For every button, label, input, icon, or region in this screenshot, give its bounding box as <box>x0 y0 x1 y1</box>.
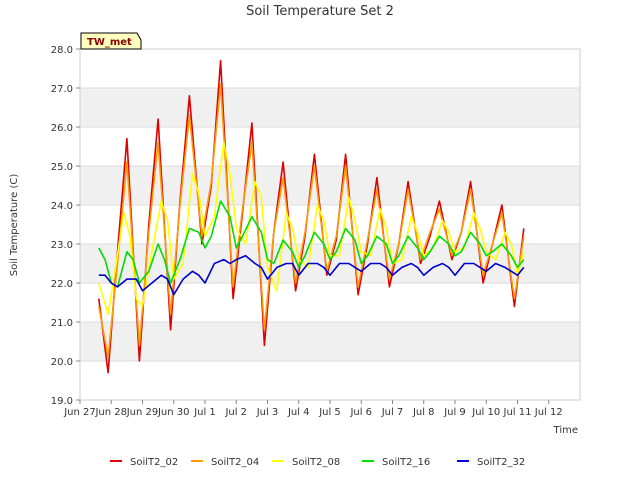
x-tick-label: Jul 2 <box>224 407 247 418</box>
x-tick-label: Jul 12 <box>534 407 563 418</box>
x-tick-label: Jul 1 <box>193 407 216 418</box>
y-axis-label: Soil Temperature (C) <box>9 174 20 277</box>
x-tick-label: Jul 11 <box>503 407 532 418</box>
y-tick-label: 19.0 <box>51 396 73 407</box>
y-tick-label: 27.0 <box>51 84 73 95</box>
plot-band <box>80 322 580 361</box>
x-tick-label: Jul 10 <box>471 407 500 418</box>
y-tick-label: 22.0 <box>51 279 73 290</box>
x-tick-label: Jun 27 <box>63 407 96 418</box>
y-tick-label: 21.0 <box>51 318 73 329</box>
y-tick-label: 23.0 <box>51 240 73 251</box>
plot-band <box>80 88 580 127</box>
y-tick-label: 26.0 <box>51 123 73 134</box>
legend: SoilT2_02 SoilT2_04 SoilT2_08 SoilT2_16 Soil… <box>110 457 525 468</box>
y-axis-ticks: 19.0 20.0 21.0 22.0 23.0 24.0 25.0 26.0 27.0 28.0 <box>51 45 80 407</box>
x-tick-label: Jul 3 <box>256 407 279 418</box>
x-tick-label: Jul 9 <box>443 407 466 418</box>
legend-label: SoilT2_04 <box>211 457 259 468</box>
x-tick-label: Jun 28 <box>94 407 127 418</box>
legend-label: SoilT2_02 <box>130 457 178 468</box>
station-badge-text: TW_met <box>87 37 132 48</box>
legend-label: SoilT2_08 <box>292 457 340 468</box>
x-tick-label: Jul 4 <box>287 407 310 418</box>
y-tick-label: 28.0 <box>51 45 73 56</box>
chart-title: Soil Temperature Set 2 <box>246 4 394 19</box>
x-tick-label: Jul 8 <box>412 407 435 418</box>
x-tick-label: Jul 7 <box>381 407 404 418</box>
y-tick-label: 24.0 <box>51 201 73 212</box>
station-badge-box <box>80 32 142 50</box>
x-tick-label: Jul 5 <box>318 407 341 418</box>
x-tick-label: Jun 29 <box>126 407 159 418</box>
y-tick-label: 20.0 <box>51 357 73 368</box>
x-axis-ticks: Jun 27 Jun 28 Jun 29 Jun 30 Jul 1 Jul 2 Jul 3 J… <box>63 400 563 418</box>
x-axis-label: Time <box>553 425 578 436</box>
x-tick-label: Jun 30 <box>157 407 190 418</box>
series-lines <box>98 59 525 374</box>
station-badge: TW_met <box>80 32 142 50</box>
series-line-soilt2_16 <box>98 200 525 288</box>
x-tick-label: Jul 6 <box>349 407 372 418</box>
series-line-soilt2_32 <box>98 254 525 296</box>
legend-label: SoilT2_16 <box>382 457 430 468</box>
y-tick-label: 25.0 <box>51 162 73 173</box>
legend-label: SoilT2_32 <box>477 457 525 468</box>
